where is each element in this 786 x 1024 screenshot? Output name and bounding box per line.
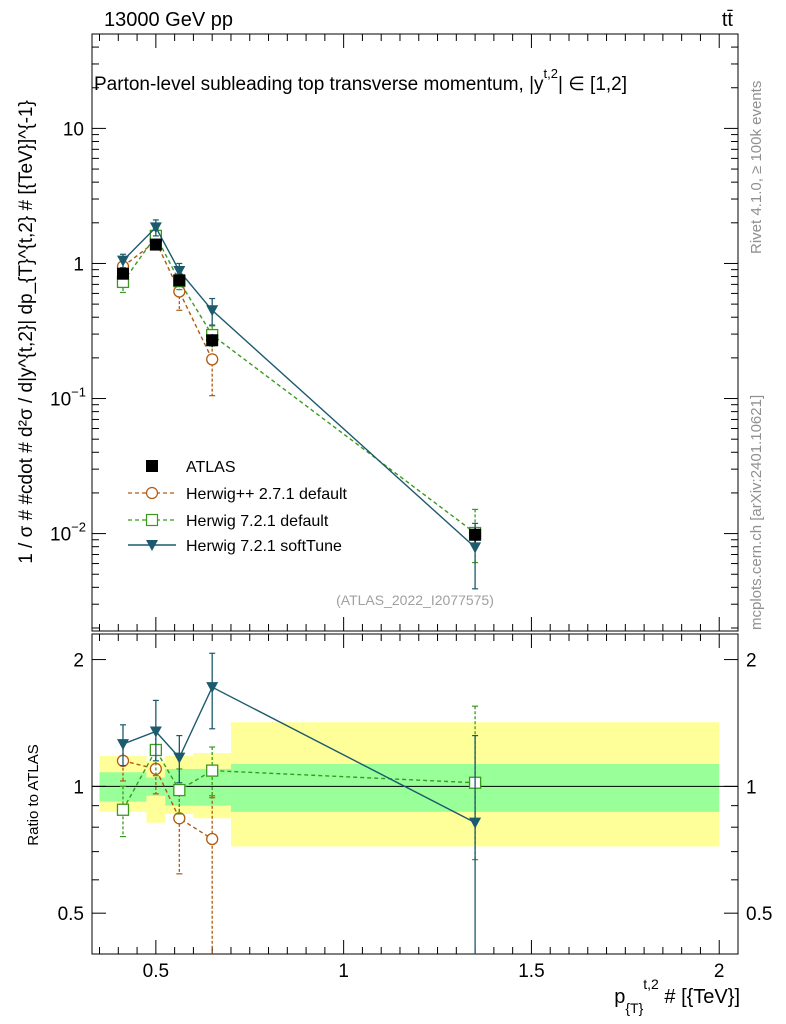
ratio-point-softtune: [173, 752, 186, 764]
data-point-atlas: [116, 267, 129, 280]
data-point-atlas: [206, 334, 219, 347]
ratio-y-tick-label-left: 1: [73, 777, 84, 798]
ratio-y-axis-label: Ratio to ATLAS: [25, 744, 42, 845]
data-point-herwigpp: [206, 353, 219, 366]
legend: ATLAS Herwig++ 2.7.1 default Herwig 7.2.…: [128, 459, 348, 555]
ratio-line-herwigpp: [122, 760, 213, 840]
data-point-atlas: [469, 528, 482, 541]
main-y-ticks: 10 1 10−1 10−2: [50, 33, 738, 629]
data-point-softtune: [116, 255, 129, 267]
data-point-softtune: [206, 305, 219, 317]
ratio-y-tick-label-left: 2: [73, 651, 84, 672]
legend-marker-herwig721: [145, 513, 159, 527]
plot-title: Parton-level subleading top transverse m…: [94, 66, 627, 95]
ratio-point-herwig721: [116, 803, 130, 816]
main-frame: [91, 33, 739, 632]
data-point-softtune: [149, 222, 162, 234]
ratio-y-tick-label-left: 0.5: [58, 904, 84, 925]
x-tick-label: 0.5: [143, 961, 169, 982]
ratio-bands: [99, 722, 720, 847]
ratio-y-tick-label-right: 0.5: [746, 904, 772, 925]
rivet-label: Rivet 4.1.0, ≥ 100k events: [748, 81, 765, 254]
main-y-tick-label: 10−2: [50, 520, 86, 546]
main-y-tick-label: 10−1: [50, 385, 86, 411]
legend-label-softtune: Herwig 7.2.1 softTune: [186, 538, 342, 555]
legend-marker-atlas: [146, 460, 158, 472]
analysis-id: (ATLAS_2022_I2077575): [336, 592, 494, 608]
legend-label-herwig721: Herwig 7.2.1 default: [186, 513, 329, 530]
ratio-point-herwigpp: [206, 832, 219, 846]
legend-marker-softtune: [146, 540, 158, 551]
mcplots-label: mcplots.cern.ch [arXiv:2401.10621]: [748, 395, 765, 630]
x-tick-label: 1.5: [518, 961, 544, 982]
legend-marker-herwigpp: [145, 486, 159, 500]
energy-label: 13000 GeV pp: [104, 9, 233, 31]
ratio-series: [116, 652, 482, 954]
x-axis-label: p{T}t,2 # [{TeV}]: [614, 976, 740, 1016]
main-y-axis-label: 1 / σ # #cdot # d²σ / d|y^{t,2}| dp_{T}^…: [16, 100, 37, 564]
ratio-point-herwigpp: [173, 812, 186, 825]
data-point-atlas: [149, 238, 162, 251]
ratio-y-ticks: 2 2 1 1 0.5 0.5: [58, 651, 773, 926]
main-series: [116, 219, 482, 590]
ratio-point-softtune: [116, 739, 129, 751]
ratio-point-herwig721: [206, 764, 219, 777]
data-point-softtune: [173, 265, 186, 277]
main-y-tick-label: 1: [73, 254, 84, 275]
series-line-herwigpp: [122, 240, 213, 360]
ratio-point-softtune: [469, 817, 482, 829]
ratio-frame: [91, 633, 739, 955]
legend-label-herwigpp: Herwig++ 2.7.1 default: [186, 486, 348, 503]
ratio-y-tick-label-right: 1: [746, 777, 757, 798]
data-point-atlas: [173, 274, 186, 287]
x-tick-label: 1: [338, 961, 349, 982]
x-ticks: 0.5 1 1.5 2: [99, 34, 725, 982]
ratio-point-softtune: [206, 682, 219, 694]
x-tick-label: 2: [714, 961, 725, 982]
ratio-point-softtune: [149, 726, 162, 738]
data-point-softtune: [469, 542, 482, 554]
process-label: tt̄: [722, 9, 734, 31]
legend-label-atlas: ATLAS: [186, 459, 236, 476]
ratio-y-tick-label-right: 2: [746, 651, 757, 672]
ratio-point-herwig721: [173, 783, 186, 797]
main-y-tick-label: 10: [63, 119, 84, 140]
